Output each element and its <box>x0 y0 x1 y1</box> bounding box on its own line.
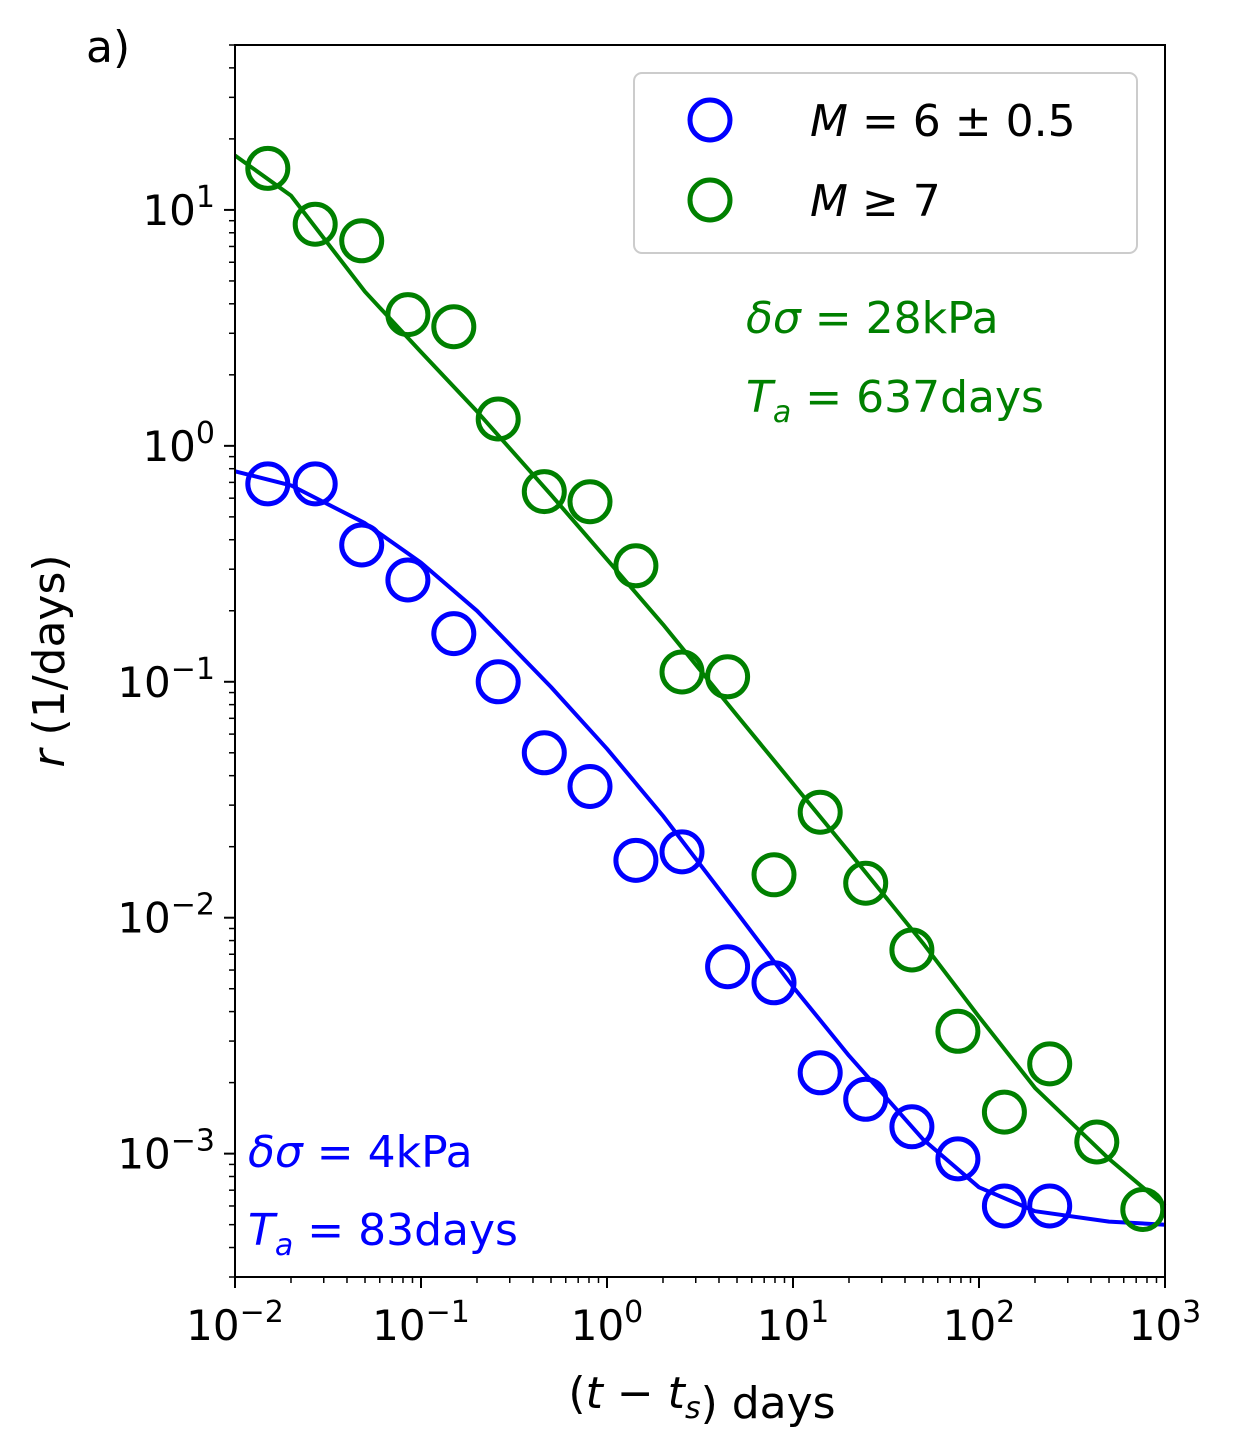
y-tick-label: 10−3 <box>117 1124 215 1179</box>
panel-label: a) <box>86 22 130 73</box>
data-point-1 <box>245 145 291 191</box>
data-point-1 <box>843 860 889 906</box>
legend: M = 6 ± 0.5 M ≥ 7 <box>633 72 1138 254</box>
data-point-0 <box>521 730 567 776</box>
annotation-blue-ta: Ta = 83days <box>248 1205 518 1263</box>
x-tick-label: 102 <box>943 1295 1016 1350</box>
data-point-1 <box>339 218 385 264</box>
data-point-0 <box>475 659 521 705</box>
data-point-1 <box>797 789 843 835</box>
fit-curves <box>233 153 1167 1227</box>
x-tick-label: 10−1 <box>372 1295 470 1350</box>
annotation-blue-stress: δσ = 4kPa <box>248 1127 473 1178</box>
y-tick-label: 10−1 <box>117 652 215 707</box>
data-point-1 <box>567 479 613 525</box>
legend-frame <box>633 72 1138 254</box>
data-point-0 <box>339 522 385 568</box>
data-point-0 <box>385 557 431 603</box>
data-point-0 <box>751 960 797 1006</box>
data-point-0 <box>292 461 338 507</box>
data-point-1 <box>751 852 797 898</box>
data-point-1 <box>385 292 431 338</box>
x-tick-label: 100 <box>571 1295 644 1350</box>
legend-marker-blue <box>687 97 733 143</box>
data-point-0 <box>705 944 751 990</box>
data-point-1 <box>1074 1119 1120 1165</box>
data-point-0 <box>659 829 705 875</box>
data-point-0 <box>245 461 291 507</box>
y-tick-labels: 10−3 10−2 10−1 100 101 <box>117 180 215 1179</box>
data-point-1 <box>613 543 659 589</box>
data-point-0 <box>797 1050 843 1096</box>
annotation-green: δσ = 28kPa Ta = 637days <box>746 293 1044 430</box>
data-point-0 <box>1027 1183 1073 1229</box>
legend-marker-green <box>687 177 733 223</box>
legend-label-m7: M ≥ 7 <box>810 176 941 227</box>
data-point-0 <box>843 1076 889 1122</box>
data-point-0 <box>889 1104 935 1150</box>
data-point-0 <box>613 837 659 883</box>
data-point-1 <box>935 1008 981 1054</box>
x-tick-label: 103 <box>1129 1295 1202 1350</box>
data-point-1 <box>981 1089 1027 1135</box>
y-tick-label: 100 <box>142 416 215 471</box>
plot-frame <box>234 44 1166 1278</box>
data-point-1 <box>292 201 338 247</box>
data-point-0 <box>935 1136 981 1182</box>
data-point-1 <box>1027 1041 1073 1087</box>
y-tick-label: 101 <box>142 180 215 235</box>
legend-label-m6: M = 6 ± 0.5 <box>810 96 1076 147</box>
annotation-green-ta: Ta = 637days <box>746 372 1044 430</box>
data-point-1 <box>521 469 567 515</box>
data-point-1 <box>705 654 751 700</box>
y-tick-label: 10−2 <box>117 888 215 943</box>
annotation-blue: δσ = 4kPa Ta = 83days <box>248 1127 518 1263</box>
annotation-green-stress: δσ = 28kPa <box>746 293 999 344</box>
plot-area <box>224 44 1167 1288</box>
x-tick-label: 101 <box>757 1295 830 1350</box>
data-point-1 <box>431 304 477 350</box>
x-tick-label: 10−2 <box>186 1295 284 1350</box>
data-point-1 <box>1120 1187 1166 1232</box>
x-tick-labels: 10−2 10−1 100 101 102 103 <box>186 1295 1201 1350</box>
y-axis-label: r (1/days) <box>24 554 75 767</box>
data-point-1 <box>475 396 521 442</box>
x-axis-label: (t − ts) days <box>568 1368 835 1429</box>
data-markers <box>245 145 1166 1232</box>
data-point-1 <box>889 927 935 973</box>
data-point-1 <box>659 649 705 695</box>
data-point-0 <box>567 764 613 809</box>
data-point-0 <box>431 611 477 657</box>
major-ticks <box>224 208 1166 1288</box>
data-point-0 <box>981 1183 1027 1229</box>
